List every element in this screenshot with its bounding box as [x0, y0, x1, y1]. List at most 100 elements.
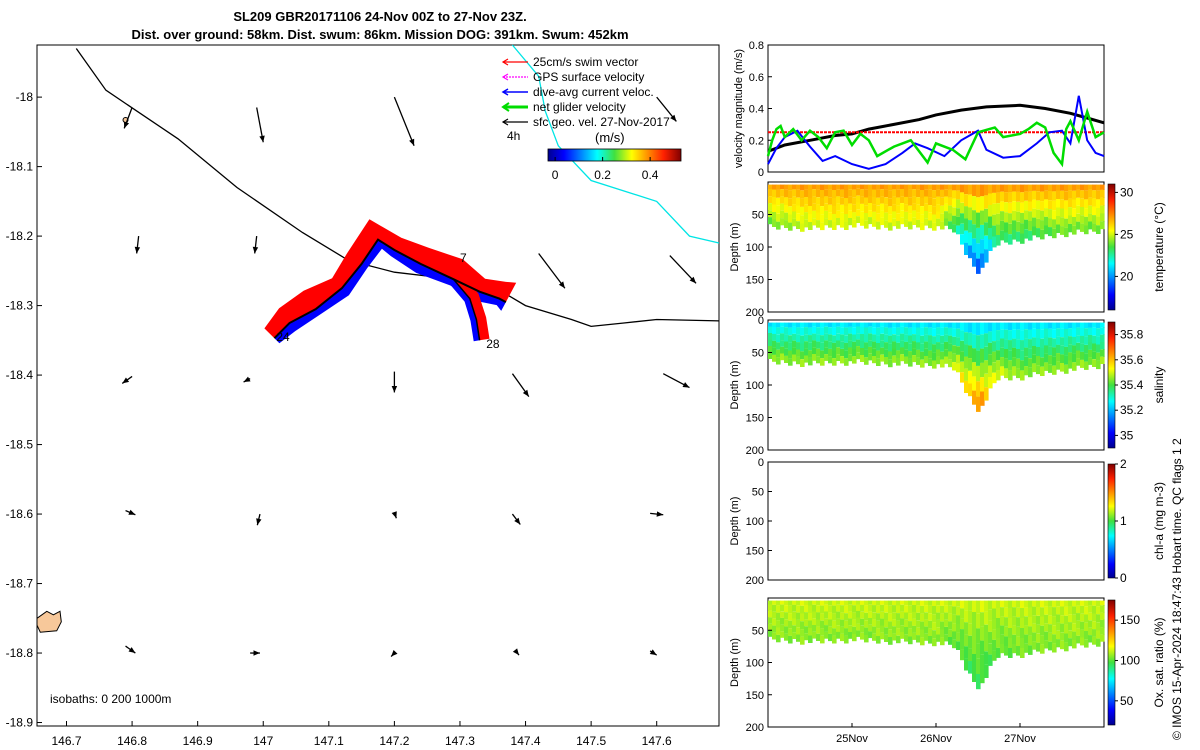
lon-tick-label: 147.3 [445, 734, 475, 748]
current-arrow [511, 373, 530, 397]
legend-dive-avg: dive-avg current veloc. [501, 85, 654, 99]
profile-panel-3: 0 50 100 150 200 Depth (m) 0 1 2 chl-a (mg m-3) [729, 457, 1166, 587]
profile-panel-2: 0 50 100 150 200 Depth (m) 35 35.2 35.4 35.6 35.8 s… [729, 315, 1166, 457]
lon-tick-label: 146.9 [183, 734, 213, 748]
colorbar-tick-label: 1 [1120, 514, 1127, 528]
depth-tick-label: 200 [746, 722, 764, 734]
lon-tick-label: 147.5 [576, 734, 606, 748]
profile-data-1 [768, 184, 1105, 274]
depth-ylabel: Depth (m) [729, 223, 741, 272]
depth-tick-label: 100 [746, 380, 764, 392]
dive-avg-swath-south [448, 279, 480, 342]
map-colorbar [547, 148, 682, 162]
legend-net-glider: net glider velocity [501, 100, 626, 114]
depth-tick-label: 200 [746, 307, 764, 319]
lon-tick-label: 146.7 [51, 734, 81, 748]
depth-tick-label: 50 [752, 210, 764, 222]
legend-label-net-glider: net glider velocity [533, 100, 626, 114]
colorbar-1 [1107, 183, 1116, 311]
current-arrow [538, 253, 566, 289]
map-colorbar-ticks: 0 0.2 0.4 [552, 157, 659, 182]
current-arrow [125, 509, 136, 516]
colorbar-tick-label: 0 [1120, 571, 1127, 585]
velocity-tick-label: 0.6 [749, 72, 764, 84]
lat-tick-label: -18.4 [6, 368, 34, 382]
colorbar-tick-label: 35.8 [1120, 328, 1144, 342]
surface-current-arrows [121, 96, 697, 657]
lat-tick-label: -18.7 [6, 577, 34, 591]
lon-tick-label: 147.6 [642, 734, 672, 748]
day-label: 28 [486, 337, 500, 351]
legend-swim-vector: 25cm/s swim vector [501, 55, 638, 69]
lon-tick-label: 147 [253, 734, 273, 748]
depth-tick-label: 0 [758, 457, 764, 469]
depth-ylabel: Depth (m) [729, 497, 741, 546]
colorbar-tick-label: 35.6 [1120, 353, 1144, 367]
current-arrow [391, 511, 397, 519]
profile-data-2 [768, 322, 1105, 412]
profile-data-4 [768, 600, 1105, 690]
colorbar-tick-label: 25 [1120, 227, 1134, 241]
depth-tick-label: 150 [746, 413, 764, 425]
current-arrow [123, 107, 133, 129]
profile-panels: 0 0.2 0.4 0.6 0.8 velocity magnitude (m/s) 50 1… [729, 40, 1166, 734]
time-tick-label: 26Nov [920, 733, 952, 745]
current-arrow [391, 371, 398, 393]
profile-panel-1: 50 100 150 200 Depth (m) 20 25 30 temperature (°… [729, 181, 1166, 319]
velocity-ylabel: velocity magnitude (m/s) [733, 49, 745, 168]
legend-gps-surface: GPS surface velocity [501, 70, 644, 84]
velocity-series-2 [767, 95, 1105, 170]
map-colorbar-tick: 0 [552, 168, 559, 182]
current-arrow [511, 513, 521, 525]
colorbar-tick-label: 50 [1120, 694, 1134, 708]
current-arrow [134, 236, 141, 254]
current-arrow [243, 376, 251, 383]
depth-tick-label: 150 [746, 690, 764, 702]
velocity-tick-label: 0 [758, 167, 764, 179]
colorbar-tick-label: 35.2 [1120, 403, 1144, 417]
colorbar-tick-label: 2 [1120, 457, 1127, 471]
time-tick-label: 25Nov [836, 733, 868, 745]
lat-tick-label: -18.9 [6, 716, 34, 730]
colorbar-tick-label: 30 [1120, 185, 1134, 199]
depth-tick-label: 50 [752, 487, 764, 499]
map-colorbar-tick: 0.2 [594, 168, 611, 182]
velocity-tick-label: 0.2 [749, 135, 764, 147]
day-label: 24 [276, 330, 290, 344]
colorbar-tick-label: 35 [1120, 428, 1134, 442]
footer-stamp: © IMOS 15-Apr-2024 18:47:43 Hobart time.… [1170, 438, 1184, 740]
depth-tick-label: 0 [758, 315, 764, 327]
isobath-line [511, 44, 720, 244]
velocity-tick-label: 0.8 [749, 40, 764, 52]
colorbar-4 [1107, 599, 1116, 726]
land-patch [36, 610, 62, 633]
profile-panel-4: 50 100 150 200 Depth (m) 50 100 150 Ox. sat. rat… [729, 597, 1166, 734]
colorbar-tick-label: 35.4 [1120, 378, 1144, 392]
legend-sfc-geo: sfc geo. vel. 27-Nov-2017 [501, 115, 670, 129]
depth-tick-label: 150 [746, 546, 764, 558]
depth-tick-label: 100 [746, 658, 764, 670]
depth-ylabel: Depth (m) [729, 638, 741, 687]
colorbar-label-4: Ox. sat. ratio (%) [1152, 617, 1166, 707]
lat-tick-label: -18.1 [6, 160, 34, 174]
lon-tick-label: 146.8 [117, 734, 147, 748]
longitude-axis: 146.7 146.8 146.9 147 147.1 147.2 147.3 147.4 14… [51, 721, 672, 748]
lat-tick-label: -18.8 [6, 646, 34, 660]
current-arrow [256, 513, 262, 526]
hour-label: 4h [507, 129, 520, 143]
map-legend: 25cm/s swim vector GPS surface velocity … [501, 55, 682, 182]
legend-label-dive-avg: dive-avg current veloc. [533, 85, 654, 99]
current-arrow [256, 107, 265, 143]
glider-track-south [452, 278, 481, 341]
colorbar-tick-label: 150 [1120, 613, 1140, 627]
glider-swath [264, 219, 517, 344]
current-arrow [656, 96, 677, 122]
depth-tick-label: 200 [746, 445, 764, 457]
depth-tick-label: 100 [746, 516, 764, 528]
legend-label-swim-vector: 25cm/s swim vector [533, 55, 638, 69]
title-line-2: Dist. over ground: 58km. Dist. swum: 86k… [131, 27, 629, 42]
lon-tick-label: 147.2 [379, 734, 409, 748]
day-label: 7 [460, 251, 467, 265]
